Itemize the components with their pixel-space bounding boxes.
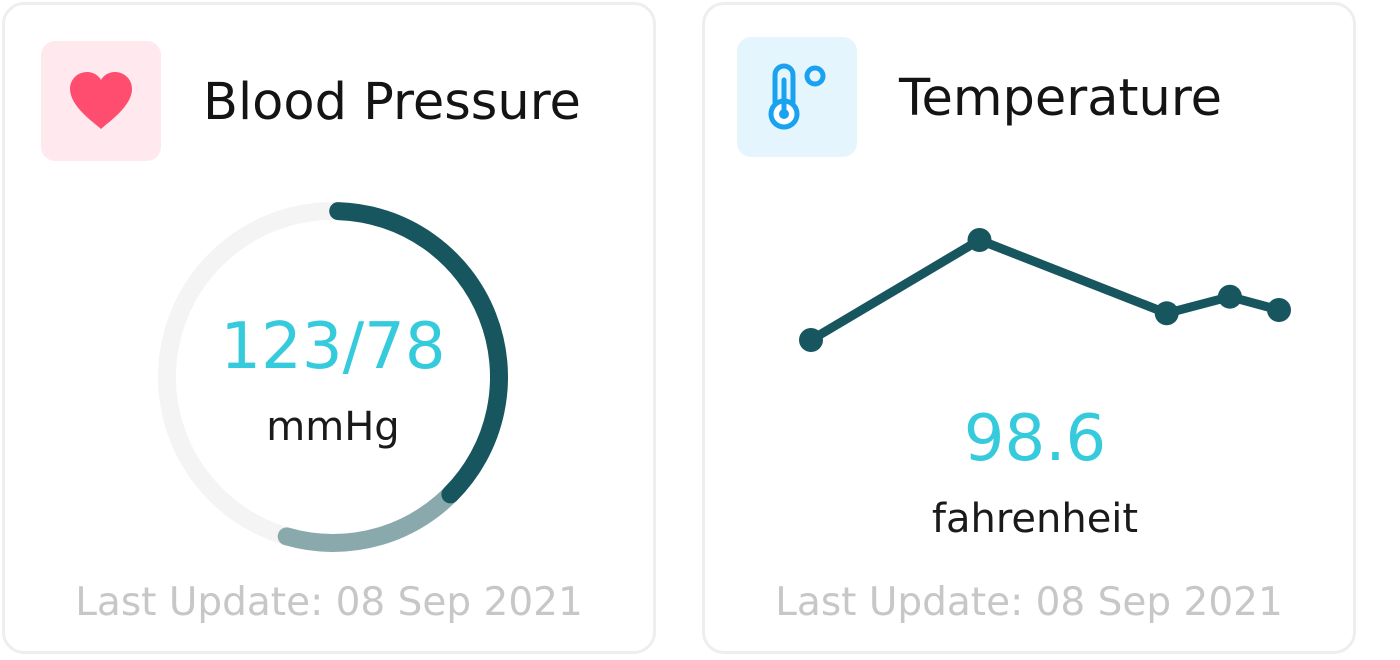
gauge-secondary-arc [277,477,467,552]
blood-pressure-value: 123/78 [220,310,446,384]
blood-pressure-last-update: Last Update: 08 Sep 2021 [75,580,583,625]
thermometer-icon [768,63,826,130]
blood-pressure-card[interactable]: Blood Pressure 123/78 mmHg Last Update: … [2,2,656,654]
sparkline-point-1 [967,228,992,252]
sparkline-point-3 [1217,284,1242,309]
heart-icon-tile [41,41,161,161]
sparkline-point-2 [1154,301,1179,326]
temperature-last-update: Last Update: 08 Sep 2021 [775,580,1283,625]
gauge-primary-arc [329,202,508,504]
temperature-value: 98.6 [963,402,1107,476]
thermometer-icon-tile [737,37,857,157]
blood-pressure-gauge [158,202,508,552]
sparkline-series-line [808,235,1281,344]
heart-icon [70,72,132,129]
temperature-card[interactable]: Temperature 98.6 fahrenheit Last Update:… [702,2,1356,654]
temperature-sparkline [799,228,1291,352]
temperature-unit: fahrenheit [931,496,1139,542]
sparkline-point-0 [799,328,823,352]
blood-pressure-unit: mmHg [266,404,400,450]
blood-pressure-title: Blood Pressure [203,73,581,132]
sparkline-point-4 [1267,298,1291,322]
temperature-title: Temperature [899,69,1223,128]
